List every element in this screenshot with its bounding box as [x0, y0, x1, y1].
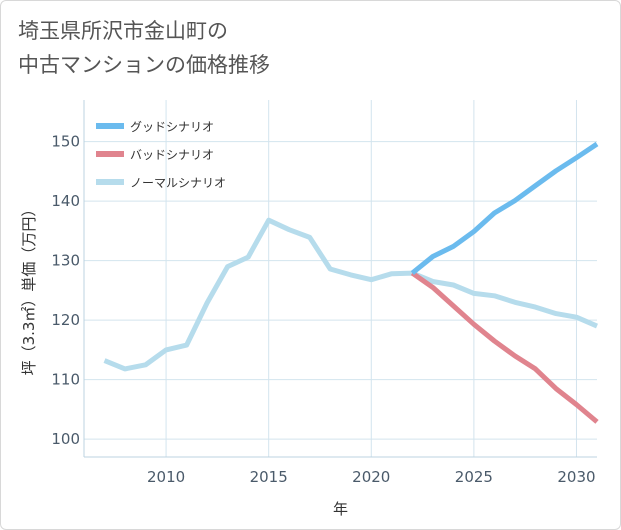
y-tick-label-130: 130 — [51, 252, 80, 270]
chart-title-line-2: 中古マンションの価格推移 — [18, 53, 270, 77]
x-axis-title: 年 — [333, 500, 348, 518]
chart-title: 埼玉県所沢市金山町の 中古マンションの価格推移 — [18, 14, 270, 82]
x-tick-label-2030: 2030 — [557, 468, 595, 486]
y-tick-label-120: 120 — [51, 311, 80, 329]
y-tick-label-100: 100 — [51, 430, 80, 448]
legend-label-0: グッドシナリオ — [130, 120, 214, 134]
x-tick-label-2020: 2020 — [352, 468, 390, 486]
chart-title-line-1: 埼玉県所沢市金山町の — [18, 19, 228, 43]
axes: 2010 2015 2020 2025 2030 100 110 120 130 140 150 — [51, 100, 597, 486]
y-tick-label-150: 150 — [51, 133, 80, 151]
x-tick-label-2015: 2015 — [250, 468, 288, 486]
legend-label-2: ノーマルシナリオ — [130, 176, 226, 190]
y-tick-label-110: 110 — [51, 371, 80, 389]
data-series — [103, 141, 599, 424]
y-tick-label-140: 140 — [51, 192, 80, 210]
x-tick-label-2025: 2025 — [455, 468, 493, 486]
series-line-1 — [410, 271, 599, 424]
x-tick-label-2010: 2010 — [147, 468, 185, 486]
series-line-0 — [410, 141, 599, 276]
y-axis-title: 坪（3.3㎡）単価（万円） — [20, 202, 38, 376]
series-line-2 — [103, 217, 598, 372]
legend-label-1: バッドシナリオ — [130, 148, 214, 162]
